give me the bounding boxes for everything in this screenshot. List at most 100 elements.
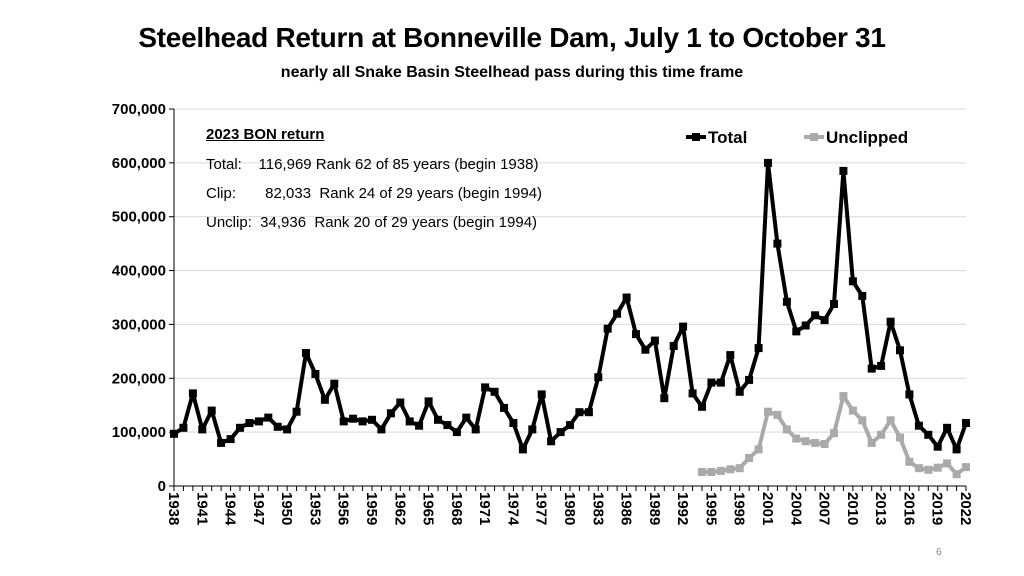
data-point-total [764, 158, 772, 167]
data-point-total [848, 277, 857, 286]
legend-marker-total [692, 133, 700, 141]
data-point-total [377, 425, 386, 434]
x-tick-label: 1977 [533, 492, 550, 525]
data-point-unclipped [952, 470, 961, 479]
data-point-unclipped [886, 416, 895, 425]
x-tick-label: 1968 [448, 492, 465, 525]
data-point-total [264, 413, 273, 422]
data-point-total [622, 293, 631, 302]
data-point-unclipped [754, 445, 763, 454]
data-point-total [679, 322, 688, 331]
data-point-total [330, 379, 339, 388]
y-tick-label: 0 [158, 478, 166, 495]
data-point-unclipped [782, 425, 791, 434]
data-point-total [405, 417, 414, 426]
data-point-total [179, 423, 188, 432]
data-point-total [462, 413, 471, 422]
data-point-total [236, 423, 244, 432]
x-tick-label: 1962 [391, 492, 408, 525]
data-point-total [358, 417, 367, 426]
legend: Total Unclipped [686, 128, 908, 147]
data-point-total [339, 417, 348, 426]
y-tick-label: 500,000 [112, 209, 166, 226]
y-tick-label: 600,000 [112, 155, 166, 172]
data-point-total [198, 425, 207, 434]
data-point-total [867, 364, 876, 373]
data-point-unclipped [707, 468, 716, 476]
data-point-total [434, 415, 442, 424]
data-point-total [811, 311, 820, 320]
data-point-total [594, 373, 603, 382]
y-tick-label: 400,000 [112, 263, 166, 280]
series [170, 158, 970, 479]
data-point-unclipped [764, 407, 772, 416]
data-point-unclipped [820, 440, 829, 448]
data-point-total [688, 389, 697, 398]
data-point-total [415, 421, 424, 430]
x-tick-label: 2010 [844, 492, 861, 525]
data-point-unclipped [905, 457, 914, 466]
x-tick-label: 1992 [674, 492, 691, 525]
data-point-total [735, 387, 744, 396]
x-tick-label: 1986 [618, 492, 635, 525]
slide-number: 6 [936, 547, 942, 558]
data-point-total [320, 395, 329, 404]
data-point-unclipped [698, 468, 706, 476]
data-point-total [924, 430, 933, 439]
y-tick-label: 100,000 [112, 424, 166, 441]
data-point-total [292, 407, 301, 416]
x-tick-label: 1971 [476, 492, 493, 525]
data-point-unclipped [867, 438, 876, 447]
data-point-total [745, 375, 754, 384]
data-point-total [839, 166, 848, 175]
data-point-total [537, 390, 546, 399]
x-tick-label: 2022 [957, 492, 974, 525]
data-point-total [726, 351, 735, 360]
data-point-total [575, 408, 584, 417]
data-point-total [962, 419, 970, 427]
data-point-unclipped [839, 392, 848, 401]
x-tick-label: 2016 [900, 492, 917, 525]
data-point-total [226, 435, 235, 444]
data-point-total [368, 415, 376, 424]
info-box-heading: 2023 BON return [206, 126, 325, 143]
x-tick-label: 1950 [278, 492, 295, 525]
data-point-total [500, 403, 508, 412]
series-line-total [172, 160, 968, 452]
data-point-unclipped [943, 459, 952, 468]
data-point-total [650, 336, 659, 345]
chart-title: Steelhead Return at Bonneville Dam, July… [138, 22, 886, 53]
data-point-total [943, 423, 952, 432]
data-point-total [886, 317, 895, 326]
info-box-unclip-line: Unclip: 34,936 Rank 20 of 29 years (begi… [206, 214, 538, 231]
data-point-unclipped [726, 465, 735, 474]
data-point-total [716, 378, 725, 387]
x-tick-label: 1965 [420, 492, 437, 525]
data-point-unclipped [877, 430, 886, 439]
data-point-unclipped [924, 465, 933, 474]
info-box-clip-line: Clip: 82,033 Rank 24 of 29 years (begin … [206, 185, 543, 202]
x-tick-label: 1998 [731, 492, 748, 525]
data-point-total [396, 398, 405, 407]
data-point-total [207, 406, 216, 415]
y-tick-label: 300,000 [112, 316, 166, 333]
data-point-unclipped [811, 438, 820, 447]
data-point-total [518, 445, 527, 454]
data-point-total [311, 370, 320, 378]
data-point-total [170, 429, 178, 438]
data-point-total [245, 419, 254, 427]
data-point-unclipped [801, 437, 810, 446]
data-point-total [933, 442, 942, 451]
data-point-total [481, 383, 490, 392]
legend-marker-unclipped [810, 133, 818, 141]
data-point-total [858, 291, 867, 300]
data-point-total [914, 421, 923, 430]
data-point-total [584, 408, 593, 417]
data-point-total [566, 421, 574, 430]
x-tick-label: 1956 [335, 492, 352, 525]
x-tick-label: 1959 [363, 492, 380, 525]
data-point-total [490, 387, 499, 396]
data-point-unclipped [914, 464, 923, 473]
data-point-total [424, 397, 433, 406]
data-point-total [273, 422, 282, 431]
